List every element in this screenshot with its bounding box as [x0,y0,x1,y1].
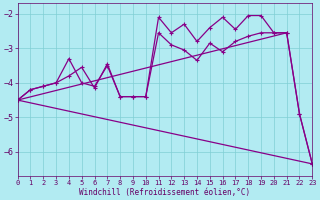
X-axis label: Windchill (Refroidissement éolien,°C): Windchill (Refroidissement éolien,°C) [79,188,251,197]
